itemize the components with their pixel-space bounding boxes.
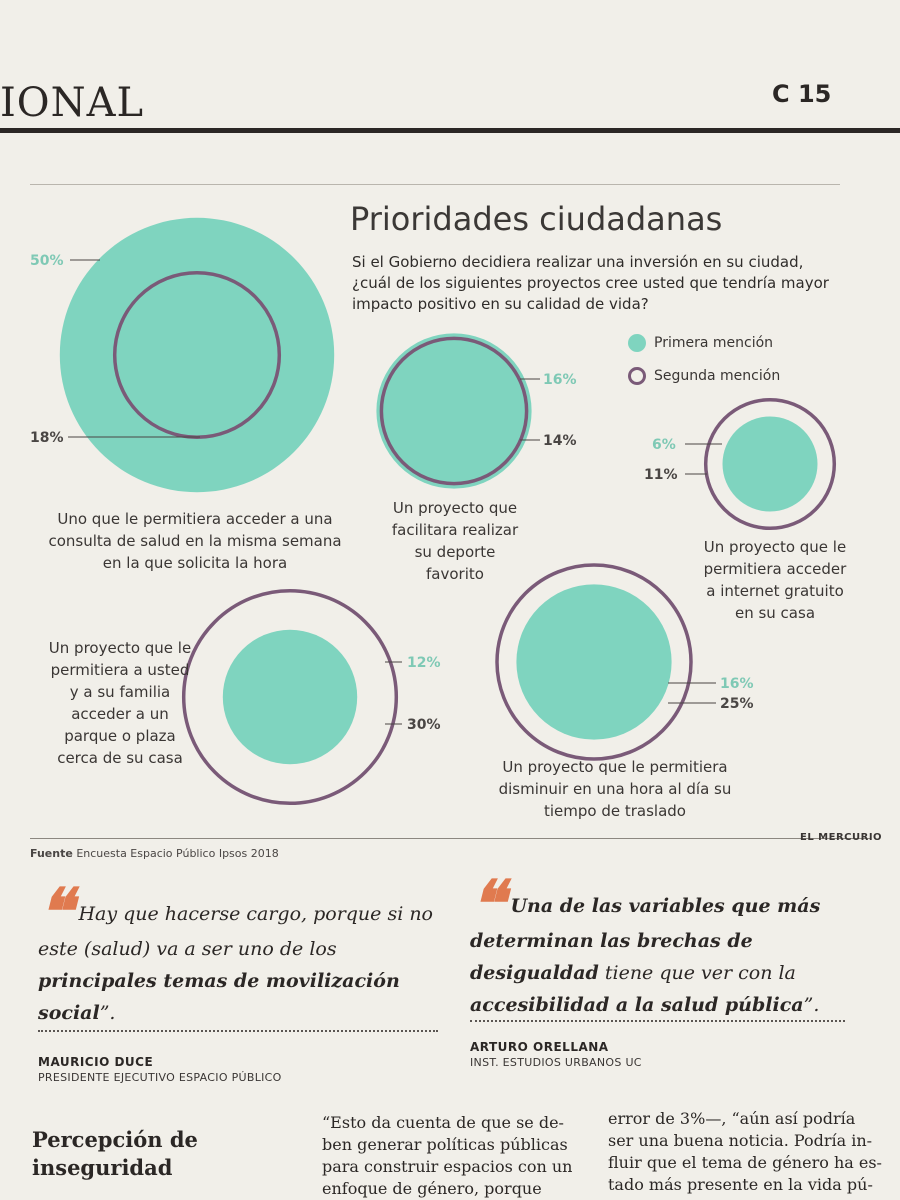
article-line: enfoque de género, porque <box>322 1179 542 1198</box>
chart-question: Si el Gobierno decidiera realizar una in… <box>352 253 829 313</box>
quote-end: ”. <box>803 994 820 1016</box>
quote-orellana: ❝ Una de las variables que más determinan… <box>470 873 850 1021</box>
legend-label-segunda: Segunda mención <box>654 368 781 384</box>
article-line: ben generar políticas públicas <box>322 1135 568 1154</box>
source-note: Fuente Encuesta Espacio Público Ipsos 20… <box>30 847 279 860</box>
caption-line: cerca de su casa <box>57 749 183 767</box>
article-column-2: “Esto da cuenta de que se de- ben genera… <box>322 1112 592 1200</box>
quote-author: MAURICIO DUCE <box>38 1055 154 1069</box>
legend-item-primera: Primera mención <box>628 334 773 352</box>
caption-line: en la que solicita la hora <box>102 554 288 572</box>
label-segunda-mencion: 30% <box>407 717 441 733</box>
caption-line: tiempo de traslado <box>544 802 686 820</box>
legend-swatch-segunda <box>628 367 646 385</box>
caption-line: disminuir en una hora al día su <box>498 780 732 798</box>
legend-swatch-primera <box>628 334 646 352</box>
caption-line: Uno que le permitiera acceder a una <box>57 510 333 528</box>
bubble-segunda-mencion <box>495 563 693 761</box>
caption-line: Un proyecto que <box>392 499 518 517</box>
quote-text-bold: Una de las variables que más determinan … <box>470 895 821 984</box>
bubble-chart: 50% 18% 16% 14% 6% 11% 12% 30% 16% 25% <box>30 217 837 806</box>
legend-item-segunda: Segunda mención <box>628 367 780 385</box>
label-segunda-mencion: 14% <box>543 433 577 449</box>
article-line: error de 3%—, “aún así podría <box>608 1109 856 1128</box>
article-column-3: error de 3%—, “aún así podría ser una bu… <box>608 1108 893 1196</box>
label-segunda-mencion: 25% <box>720 696 754 712</box>
caption-line: su deporte <box>414 543 496 561</box>
bubble-primera-mencion <box>222 629 358 765</box>
section-name: IONAL <box>0 80 145 126</box>
bubble-segunda-mencion <box>181 588 399 806</box>
caption-line: permitiera acceder <box>703 560 847 578</box>
label-primera-mencion: 12% <box>407 655 441 671</box>
caption-line: Un proyecto que le <box>703 538 847 556</box>
article-line: tado más presente en la vida pú- <box>608 1175 873 1194</box>
chart-bottom-rule <box>30 838 870 839</box>
header-rule <box>0 128 900 133</box>
caption-line: permitiera a usted <box>50 661 190 679</box>
quote-text: Hay que hacerse cargo, porque si no este… <box>38 903 433 960</box>
bubble-segunda-mencion <box>379 336 529 486</box>
article-heading: Percepción de inseguridad <box>32 1126 198 1182</box>
bubble-primera-mencion <box>722 416 818 512</box>
caption-line: Un proyecto que le <box>48 639 192 657</box>
label-primera-mencion: 16% <box>720 676 754 692</box>
quote-duce: ❝ Hay que hacerse cargo, porque si no est… <box>38 881 438 1029</box>
caption-line: a internet gratuito <box>706 582 844 600</box>
quote-divider <box>38 1030 438 1032</box>
caption-deporte: Un proyecto que facilitara realizar su d… <box>370 497 540 585</box>
bubble-primera-mencion <box>59 217 335 493</box>
bubble-primera-mencion <box>516 584 672 740</box>
bubble-primera-mencion <box>376 333 532 489</box>
legend-label-primera: Primera mención <box>654 335 774 351</box>
bubble-segunda-mencion <box>703 397 837 531</box>
quote-text: tiene que ver con la <box>604 962 796 984</box>
label-primera-mencion: 50% <box>30 253 64 269</box>
quote-end: ”. <box>99 1002 116 1024</box>
quote-author-role: PRESIDENTE EJECUTIVO ESPACIO PÚBLICO <box>38 1071 282 1084</box>
label-segunda-mencion: 11% <box>644 467 678 483</box>
source-label: Fuente <box>30 847 73 860</box>
article-heading-line: Percepción de <box>32 1127 198 1152</box>
article-line: “Esto da cuenta de que se de- <box>322 1113 564 1132</box>
chart-title: Prioridades ciudadanas <box>350 200 723 238</box>
quote-author: ARTURO ORELLANA <box>470 1040 609 1054</box>
caption-traslado: Un proyecto que le permitiera disminuir … <box>480 756 750 822</box>
caption-internet: Un proyecto que le permitiera acceder a … <box>685 536 865 624</box>
page-number: C 15 <box>772 80 832 108</box>
caption-line: acceder a un <box>71 705 169 723</box>
caption-line: y a su familia <box>69 683 171 701</box>
caption-parque: Un proyecto que le permitiera a usted y … <box>40 637 200 769</box>
label-segunda-mencion: 18% <box>30 430 64 446</box>
article-heading-line: inseguridad <box>32 1155 173 1180</box>
quote-text-bold: principales temas de movilización social <box>38 970 400 1024</box>
caption-line: en su casa <box>734 604 816 622</box>
chart-top-rule <box>30 184 840 185</box>
caption-line: parque o plaza <box>64 727 176 745</box>
caption-line: favorito <box>426 565 484 583</box>
caption-salud: Uno que le permitiera acceder a una cons… <box>30 508 360 574</box>
caption-line: facilitara realizar <box>391 521 519 539</box>
caption-line: Un proyecto que le permitiera <box>502 758 728 776</box>
quote-text-bold-2: accesibilidad a la salud pública <box>470 994 804 1016</box>
article-line: ser una buena noticia. Podría in- <box>608 1131 873 1150</box>
caption-line: consulta de salud en la misma semana <box>48 532 342 550</box>
article-line: para construir espacios con un <box>322 1157 573 1176</box>
quote-author-role: INST. ESTUDIOS URBANOS UC <box>470 1056 642 1069</box>
source-text: Encuesta Espacio Público Ipsos 2018 <box>76 847 279 860</box>
brand-label: EL MERCURIO <box>800 832 883 843</box>
article-line: fluir que el tema de género ha es- <box>608 1153 882 1172</box>
label-primera-mencion: 16% <box>543 372 577 388</box>
quote-divider <box>470 1020 845 1022</box>
label-primera-mencion: 6% <box>652 437 676 453</box>
